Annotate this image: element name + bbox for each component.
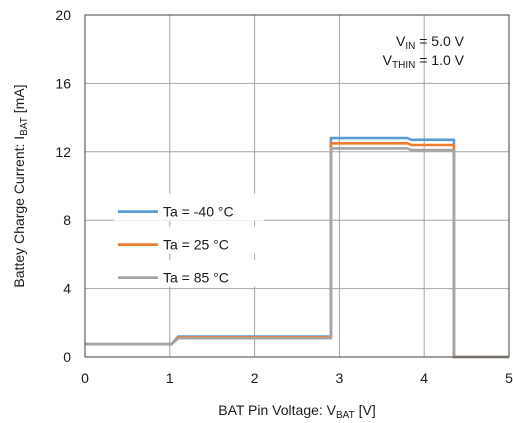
y-tick-label: 12 bbox=[55, 144, 71, 160]
x-tick-label: 4 bbox=[420, 370, 428, 386]
legend-label: Ta = 25 °C bbox=[163, 237, 229, 253]
series-line-3 bbox=[85, 147, 509, 359]
plot-frame bbox=[84, 14, 510, 358]
condition-label: VTHIN = 1.0 V bbox=[383, 52, 465, 71]
y-tick-label: 4 bbox=[63, 281, 71, 297]
x-tick-label: 1 bbox=[166, 370, 174, 386]
x-tick-label: 3 bbox=[336, 370, 344, 386]
x-tick-label: 0 bbox=[81, 370, 89, 386]
y-tick-label: 16 bbox=[55, 75, 71, 91]
y-tick-label: 8 bbox=[63, 212, 71, 228]
y-axis-label: Battey Charge Current: IBAT [mA] bbox=[11, 84, 30, 287]
legend: Ta = -40 °C Ta = 25 °C Ta = 85 °C bbox=[114, 193, 264, 287]
legend-label: Ta = -40 °C bbox=[163, 204, 234, 220]
y-tick-label: 0 bbox=[63, 349, 71, 365]
x-axis-label: BAT Pin Voltage: VBAT [V] bbox=[218, 402, 376, 421]
legend-bg bbox=[114, 259, 264, 287]
legend-bg bbox=[114, 193, 264, 221]
x-tick-label: 5 bbox=[505, 370, 513, 386]
series-lines bbox=[85, 136, 509, 359]
legend-label: Ta = 85 °C bbox=[163, 270, 229, 286]
x-tick-label: 2 bbox=[251, 370, 259, 386]
y-tick-label: 20 bbox=[55, 7, 71, 23]
legend-bg bbox=[114, 226, 264, 254]
condition-label: VIN = 5.0 V bbox=[396, 33, 465, 52]
